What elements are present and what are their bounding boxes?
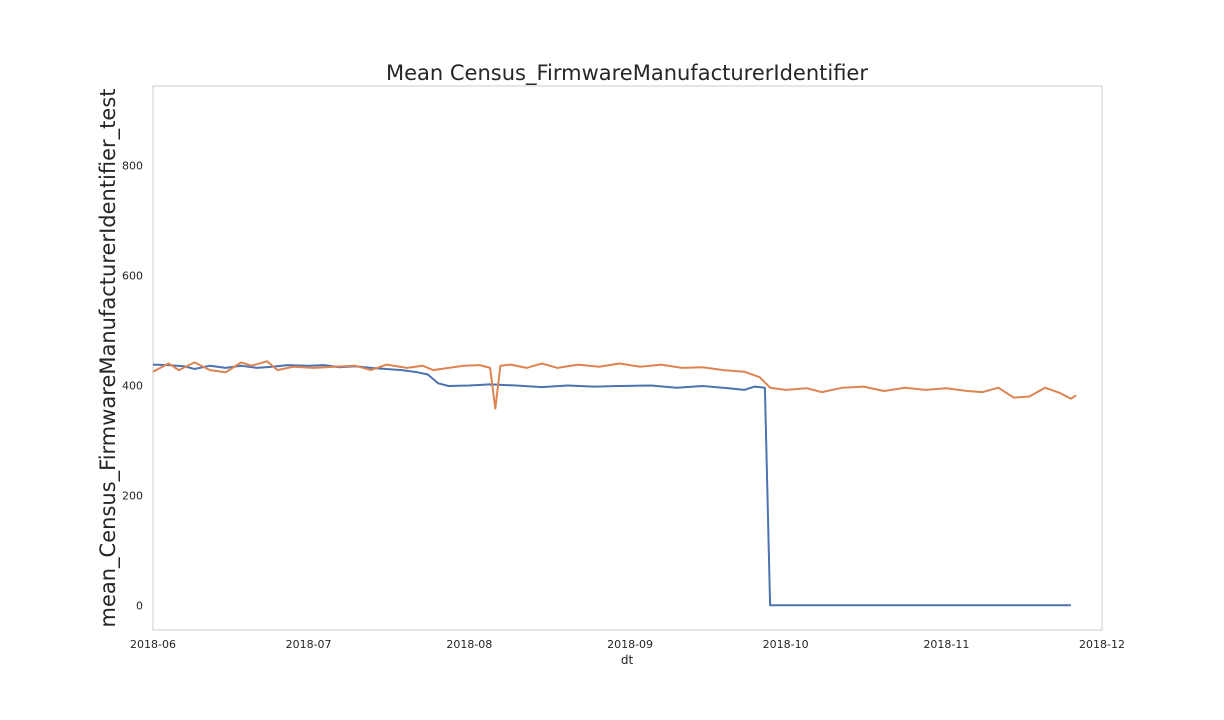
- chart-title: Mean Census_FirmwareManufacturerIdentifi…: [386, 61, 868, 86]
- x-tick-label: 2018-08: [446, 638, 492, 651]
- x-tick-label: 2018-12: [1079, 638, 1125, 651]
- y-axis-ticks: 0 200 400 600 800: [122, 160, 143, 613]
- y-tick-label: 800: [122, 160, 143, 173]
- x-tick-label: 2018-06: [130, 638, 176, 651]
- y-tick-label: 400: [122, 379, 143, 392]
- plot-frame: [152, 85, 1103, 631]
- x-tick-label: 2018-11: [923, 638, 969, 651]
- x-axis-label: dt: [621, 653, 634, 667]
- series-line-2: [152, 360, 1077, 410]
- y-axis-label: mean_Census_FirmwareManufacturerIdentifi…: [96, 89, 121, 628]
- series-lines: [152, 360, 1077, 607]
- y-tick-label: 0: [136, 599, 143, 612]
- x-tick-label: 2018-10: [763, 638, 809, 651]
- y-tick-label: 600: [122, 270, 143, 283]
- y-tick-label: 200: [122, 489, 143, 502]
- x-tick-label: 2018-07: [286, 638, 332, 651]
- x-tick-label: 2018-09: [607, 638, 653, 651]
- series-line-1: [152, 363, 1071, 607]
- x-axis-ticks: 2018-06 2018-07 2018-08 2018-09 2018-10 2018-…: [130, 638, 1125, 651]
